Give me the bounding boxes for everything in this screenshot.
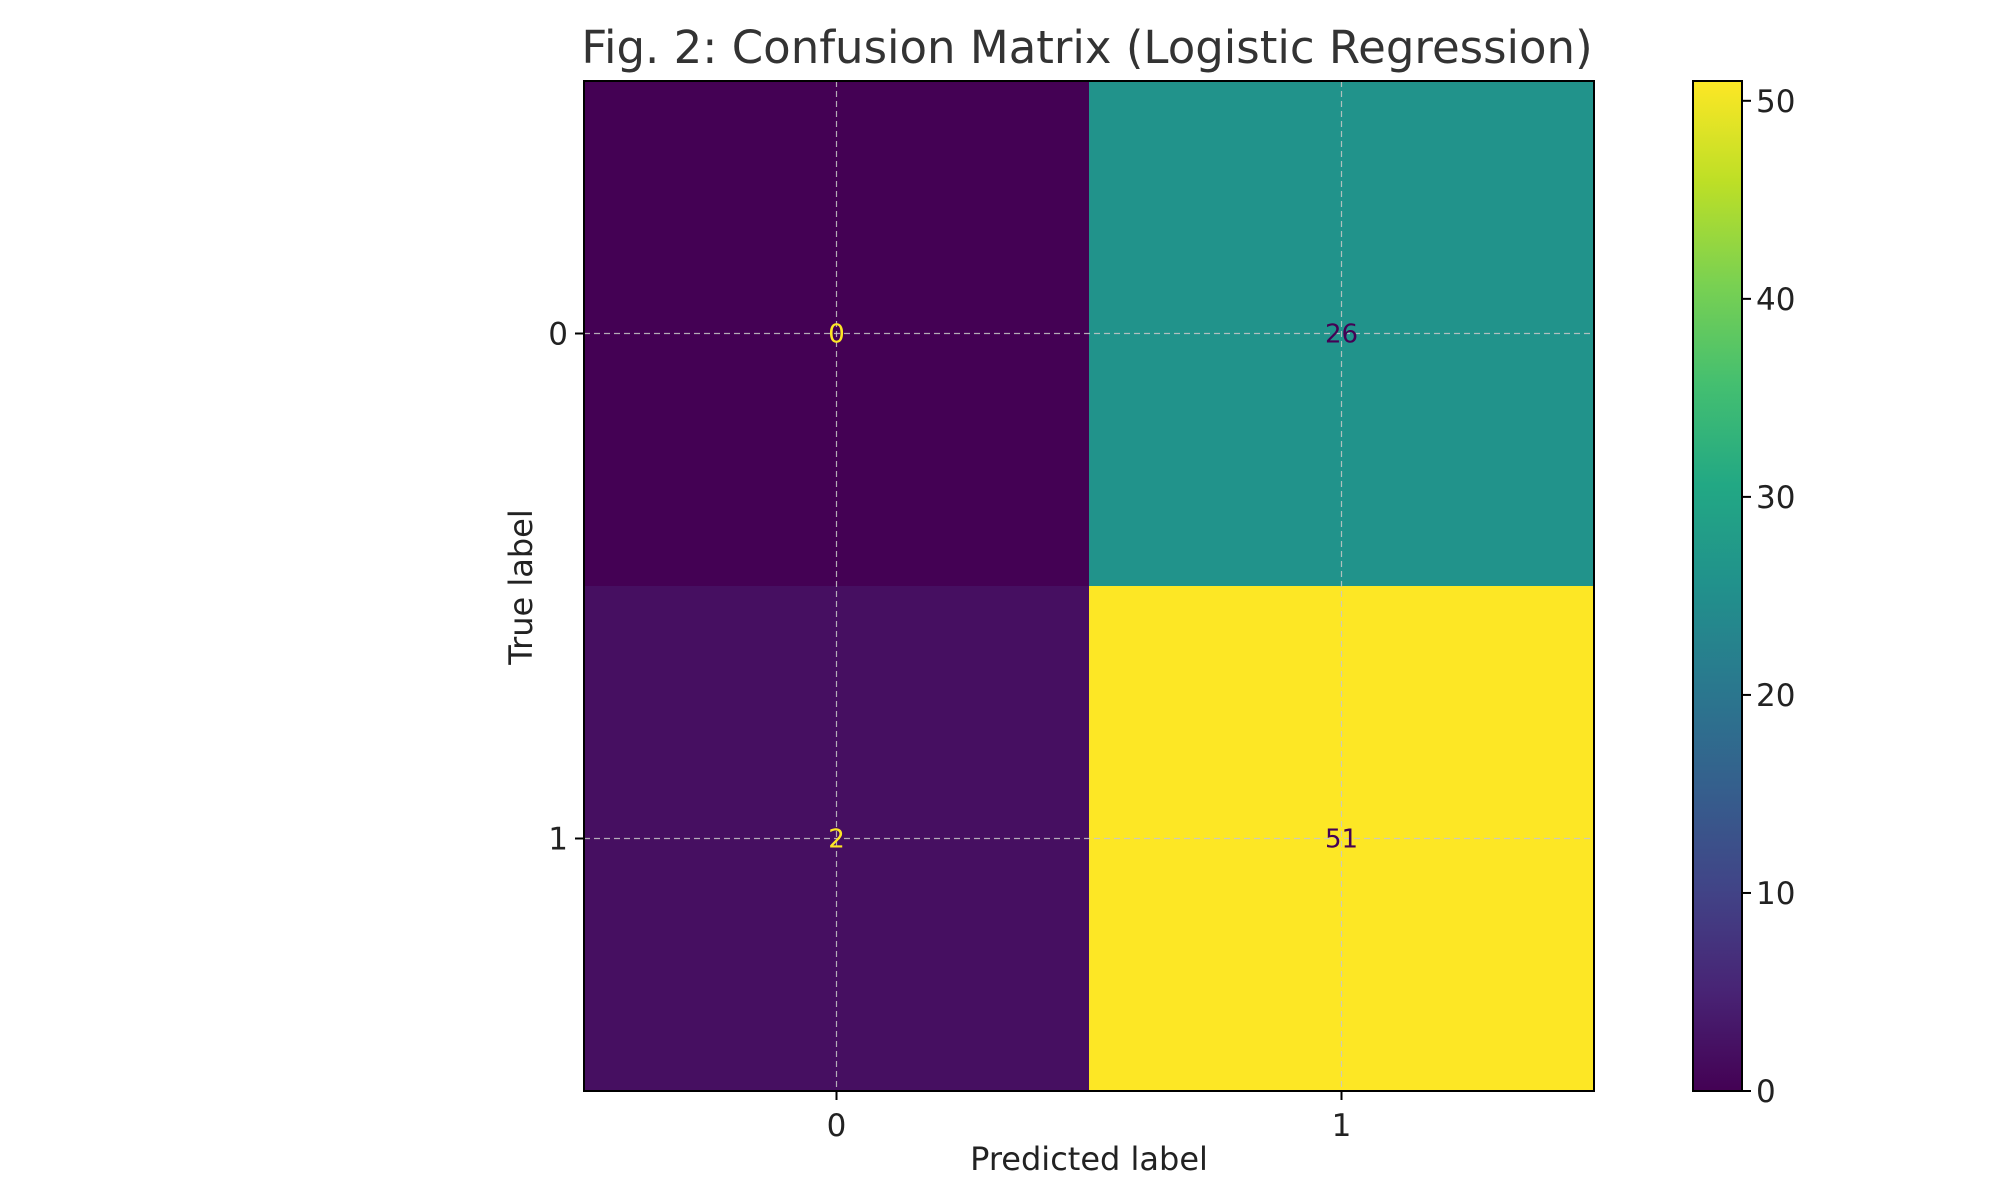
x-tick-label-0: 0: [827, 1108, 847, 1144]
cell-value-labels: 0 26 2 51: [828, 320, 1358, 855]
colorbar-tick-label-4: 40: [1756, 282, 1795, 318]
y-axis-ticks: 01: [548, 317, 584, 858]
colorbar-gradient: [1693, 81, 1742, 1091]
cell-label-r0-c0: 0: [828, 320, 845, 350]
colorbar-ticks: 0 10 20 30 40 50: [1742, 84, 1795, 1110]
colorbar-tick-label-0: 0: [1756, 1074, 1776, 1110]
chart-title: Fig. 2: Confusion Matrix (Logistic Regre…: [581, 21, 1592, 74]
cell-label-r0-c1: 26: [1325, 320, 1358, 350]
plot-frame: [583, 80, 1595, 1092]
x-tick-label-1: 1: [1332, 1108, 1352, 1144]
cell-label-r1-c0: 2: [828, 825, 845, 855]
colorbar-tick-label-3: 30: [1756, 480, 1795, 516]
heatmap-cells: [584, 81, 1595, 1092]
y-tick-label-1: 1: [548, 822, 568, 858]
y-axis-label: True label: [502, 509, 540, 666]
colorbar-tick-label-5: 50: [1756, 84, 1795, 120]
colorbar-tick-label-1: 10: [1756, 876, 1795, 912]
x-axis-label: Predicted label: [970, 1140, 1208, 1178]
grid-lines: [584, 81, 1594, 1091]
y-tick-label-0: 0: [548, 317, 568, 353]
cell-label-r1-c1: 51: [1325, 825, 1358, 855]
colorbar-tick-label-2: 20: [1756, 678, 1795, 714]
colorbar-frame: [1692, 80, 1743, 1092]
heatmap-cell-r1-c1: [1089, 586, 1595, 1092]
